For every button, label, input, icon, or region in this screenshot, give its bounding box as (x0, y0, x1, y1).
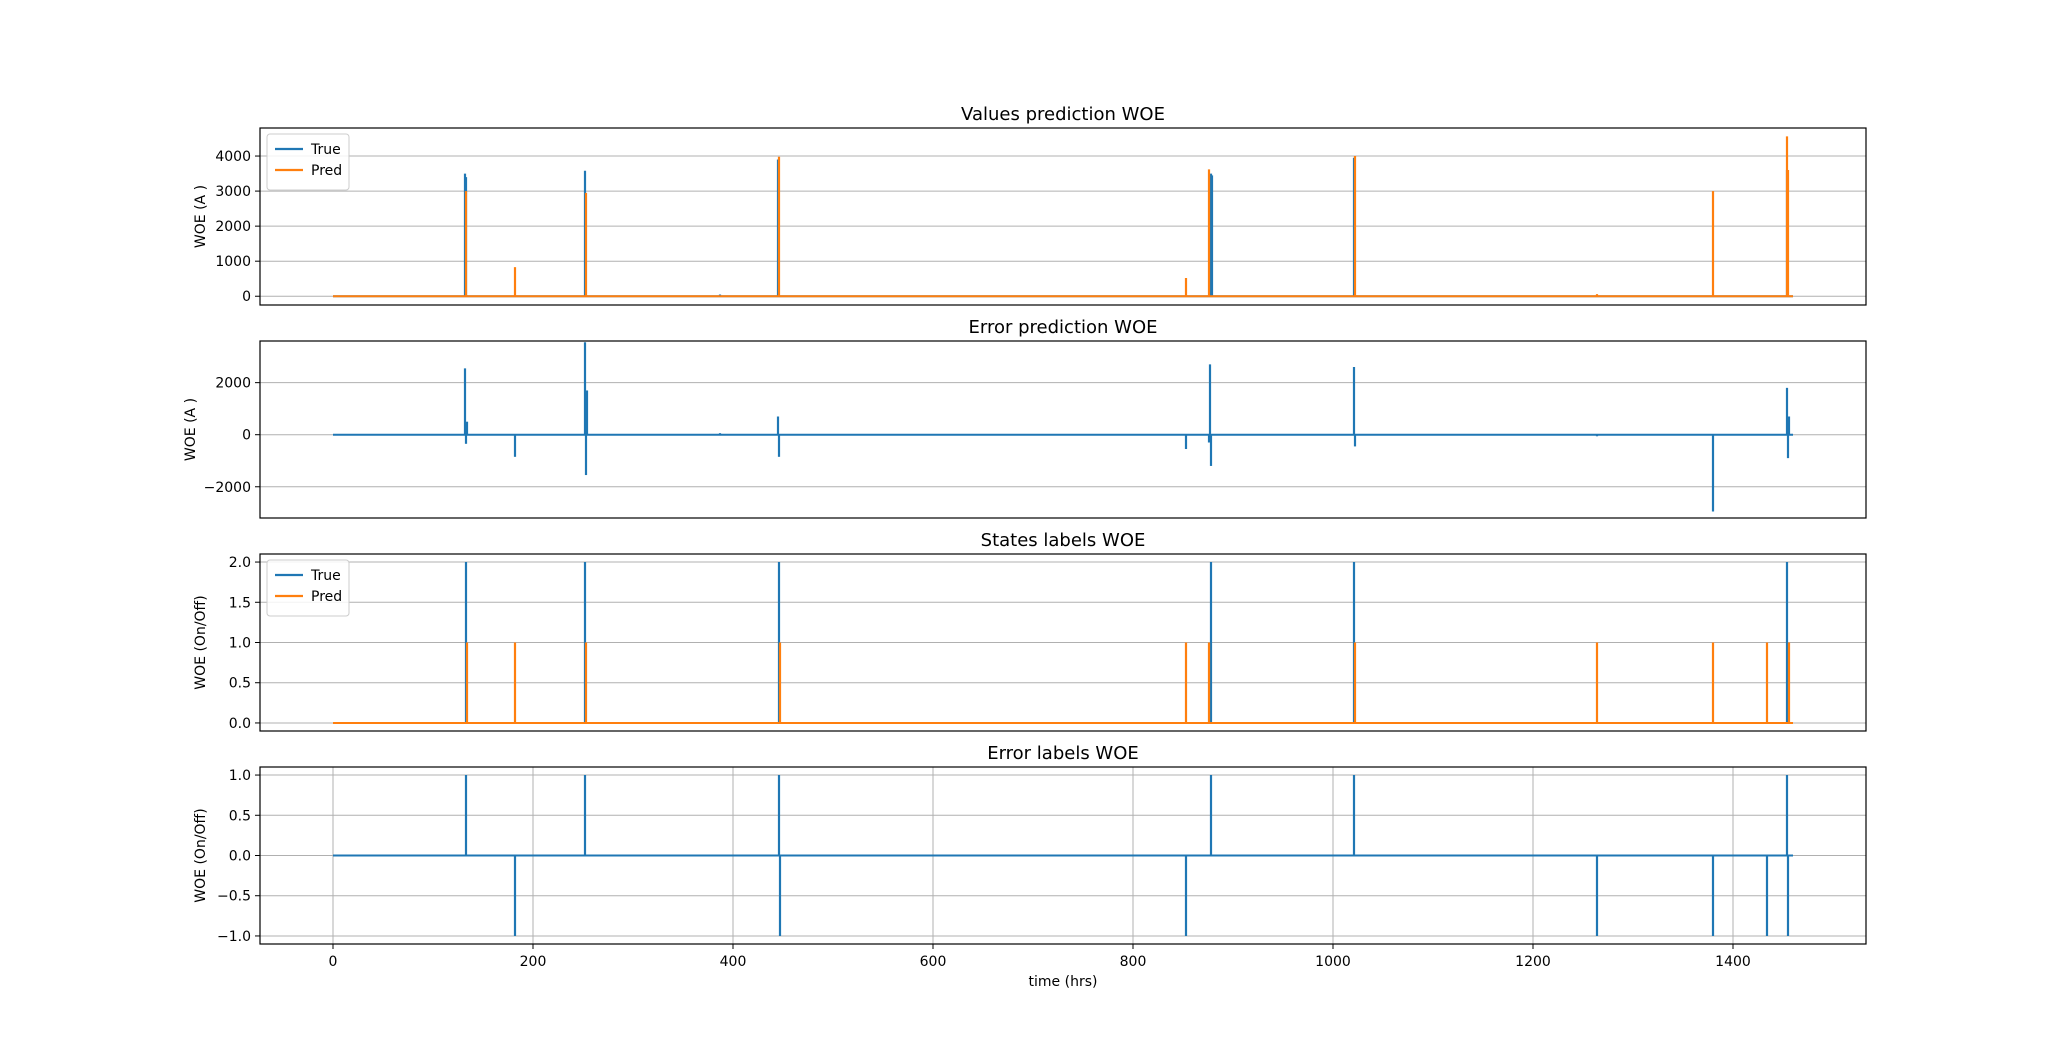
x-tick-label: 1400 (1715, 954, 1751, 970)
y-tick-label: 2000 (215, 219, 251, 235)
legend-label: Pred (311, 163, 342, 179)
panel-title: Values prediction WOE (961, 104, 1165, 125)
series-error (333, 775, 1793, 936)
x-axis-label: time (hrs) (1029, 974, 1098, 990)
y-tick-label: 1.0 (229, 768, 251, 784)
legend-label: Pred (311, 589, 342, 605)
y-axis-label: WOE (A ) (193, 185, 209, 248)
series-true (333, 157, 1793, 298)
x-tick-label: 0 (329, 954, 338, 970)
panel-4: −1.0 −0.5 0.0 0.5 1.0 0 200 400 600 800 1000 1200 14… (193, 743, 1867, 990)
y-tick-label: 0.5 (229, 808, 251, 824)
legend-label: True (310, 142, 341, 158)
y-tick-label: 2.0 (229, 555, 251, 571)
x-tick-label: 600 (920, 954, 947, 970)
x-tick-label: 400 (720, 954, 747, 970)
legend: True Pred (266, 559, 350, 617)
series-pred (333, 136, 1793, 298)
panel-2: −2000 0 2000 Error prediction WOE WOE (A ) (183, 317, 1867, 519)
panel-1: 0 1000 2000 3000 4000 Values prediction WOE WO… (193, 104, 1867, 306)
y-tick-label: 1.5 (229, 595, 251, 611)
x-tick-label: 1000 (1315, 954, 1351, 970)
panel-3: 0.0 0.5 1.0 1.5 2.0 States labels WOE WOE (On/… (193, 530, 1867, 732)
y-tick-label: −0.5 (217, 889, 251, 905)
y-tick-label: −1.0 (217, 929, 251, 945)
y-tick-label: −2000 (204, 480, 251, 496)
y-tick-label: 0.0 (229, 849, 251, 865)
y-tick-label: 0.5 (229, 676, 251, 692)
x-tick-label: 1200 (1515, 954, 1551, 970)
y-tick-label: 3000 (215, 184, 251, 200)
y-axis-label: WOE (On/Off) (193, 808, 209, 902)
y-axis-label: WOE (A ) (183, 398, 199, 461)
legend: True Pred (266, 133, 350, 191)
x-tick-label: 800 (1120, 954, 1147, 970)
x-tick-label: 200 (520, 954, 547, 970)
y-tick-label: 1.0 (229, 636, 251, 652)
y-tick-label: 0 (242, 289, 251, 305)
panel-title: Error prediction WOE (969, 317, 1158, 338)
y-tick-label: 4000 (215, 149, 251, 165)
y-tick-label: 1000 (215, 254, 251, 270)
axes-frame (259, 127, 1867, 306)
y-tick-label: 2000 (215, 376, 251, 392)
series-error (333, 342, 1793, 512)
panel-title: States labels WOE (981, 530, 1146, 551)
axes-frame (259, 340, 1867, 519)
y-tick-label: 0.0 (229, 716, 251, 732)
legend-label: True (310, 568, 341, 584)
y-tick-label: 0 (242, 428, 251, 444)
y-axis-label: WOE (On/Off) (193, 595, 209, 689)
series-pred (333, 642, 1793, 724)
panel-title: Error labels WOE (987, 743, 1139, 764)
